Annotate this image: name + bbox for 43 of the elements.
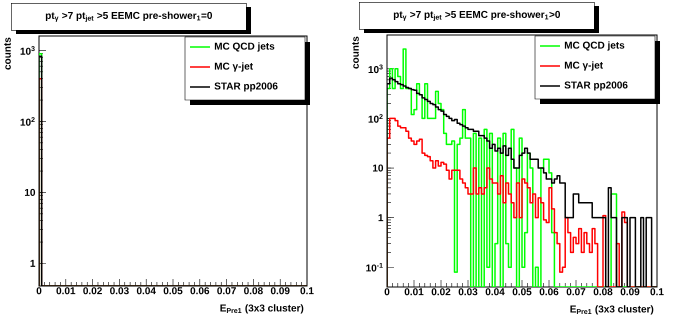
x-tick-label: 0.02 bbox=[83, 287, 102, 294]
x-tick-label: 0 bbox=[384, 288, 390, 296]
x-tick-label: 0.02 bbox=[432, 288, 450, 296]
y-tick-label: 10$^{3}$ bbox=[368, 64, 383, 74]
legend-label: STAR pp2006 bbox=[214, 82, 278, 92]
y-tick-label: 10$^{-1}$ bbox=[366, 262, 383, 272]
x-tick-label: 0.07 bbox=[217, 287, 236, 294]
x-tick-label: 0.05 bbox=[512, 288, 532, 296]
chart-title: pt$_{γ}$ >7 pt$_{jet}$ >5 EEMC pre-shower$_{1}$=0 bbox=[46, 12, 212, 22]
x-tick-label: 0.1 bbox=[650, 288, 664, 296]
x-tick-label: 0.09 bbox=[620, 288, 640, 296]
x-tick-label: 0.05 bbox=[164, 287, 182, 294]
x-tick-label: 0.06 bbox=[190, 287, 210, 294]
x-tick-label: 0 bbox=[36, 287, 42, 294]
chart-title: pt$_{γ}$ >7 pt$_{jet}$ >5 EEMC pre-shower$_{1}$>0 bbox=[394, 10, 560, 21]
x-tick-label: 0.08 bbox=[594, 288, 612, 296]
x-tick-label: 0.03 bbox=[110, 287, 129, 294]
legend-label: MC QCD jets bbox=[564, 41, 624, 51]
y-tick-label: 10$^{2}$ bbox=[368, 114, 383, 123]
x-tick-label: 0.08 bbox=[244, 287, 263, 294]
legend-label: MC γ-jet bbox=[564, 61, 603, 71]
y-axis-title: counts bbox=[352, 36, 359, 69]
x-tick-label: 0.03 bbox=[458, 288, 478, 296]
y-axis-title: counts bbox=[4, 38, 11, 70]
y-tick-label: 1 bbox=[30, 260, 36, 267]
y-tick-label: 1 bbox=[378, 214, 384, 222]
x-tick-label: 0.09 bbox=[270, 287, 290, 294]
x-axis-title: E$_{Pre1}$ (3x3 cluster) bbox=[220, 304, 304, 314]
y-tick-label: 10$^{3}$ bbox=[20, 46, 35, 55]
x-tick-label: 0.04 bbox=[136, 287, 156, 294]
x-tick-label: 0.04 bbox=[486, 288, 505, 296]
legend-label: MC QCD jets bbox=[214, 42, 274, 52]
x-tick-label: 0.01 bbox=[404, 288, 424, 296]
y-tick-label: 10 bbox=[372, 164, 384, 172]
y-tick-label: 10 bbox=[24, 188, 36, 196]
x-tick-label: 0.01 bbox=[56, 287, 76, 294]
x-axis-title: E$_{Pre1}$ (3x3 cluster) bbox=[570, 305, 654, 315]
x-tick-label: 0.1 bbox=[300, 287, 314, 294]
legend-label: MC γ-jet bbox=[214, 62, 253, 72]
x-tick-label: 0.06 bbox=[540, 288, 558, 296]
legend-label: STAR pp2006 bbox=[564, 81, 628, 91]
x-tick-label: 0.07 bbox=[566, 288, 586, 296]
y-tick-label: 10$^{2}$ bbox=[20, 117, 35, 126]
